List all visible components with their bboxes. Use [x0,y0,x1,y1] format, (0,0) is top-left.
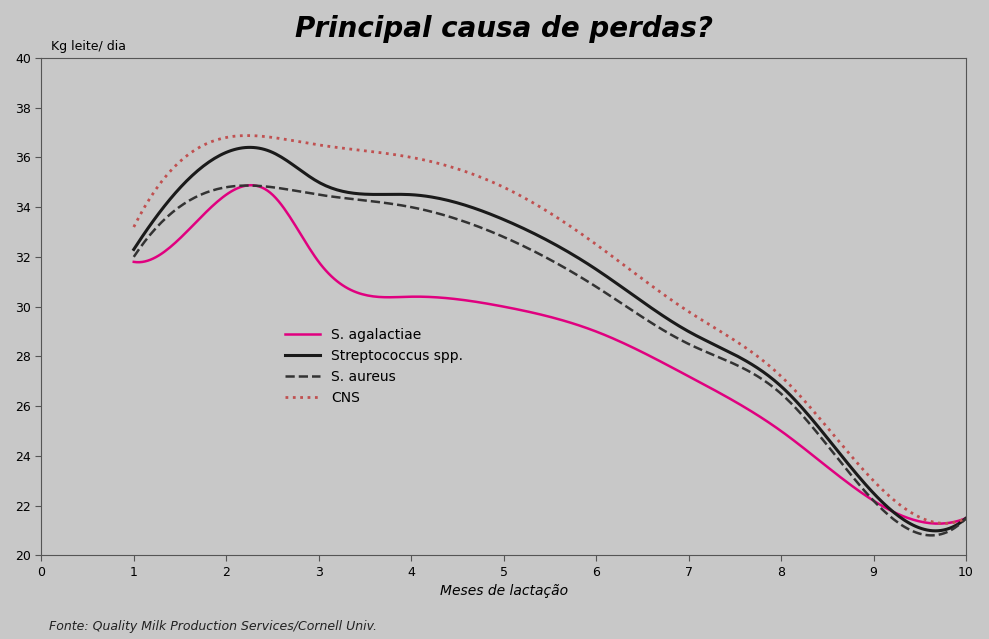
S. agalactiae [640,350,652,358]
S. aureus [242,181,254,189]
S. agalactiae [832,472,844,479]
CNS [242,132,254,139]
Line: CNS: CNS [134,135,966,523]
CNS [623,265,635,273]
S. aureus [927,532,939,539]
S. agalactiae [131,258,142,266]
Streptococcus spp. [640,300,652,308]
S. agalactiae [244,181,256,189]
Legend: S. agalactiae, Streptococcus spp., S. aureus, CNS: S. agalactiae, Streptococcus spp., S. au… [280,323,469,410]
Line: Streptococcus spp.: Streptococcus spp. [134,148,966,531]
S. aureus [960,514,972,522]
Text: Fonte: Quality Milk Production Services/Cornell Univ.: Fonte: Quality Milk Production Services/… [49,620,378,633]
Text: Kg leite/ dia: Kg leite/ dia [50,40,126,53]
Streptococcus spp. [626,291,638,298]
S. aureus [623,305,635,312]
S. agalactiae [626,343,638,351]
Streptococcus spp. [128,245,139,253]
S. aureus [128,253,139,261]
Streptococcus spp. [960,514,972,522]
S. aureus [640,316,652,323]
S. aureus [832,455,844,463]
CNS [960,514,972,522]
S. agalactiae [933,520,944,527]
CNS [938,520,949,527]
S. agalactiae [960,514,972,522]
Streptococcus spp. [244,144,256,151]
S. agalactiae [623,342,635,350]
S. aureus [626,307,638,314]
CNS [131,218,142,226]
Line: S. aureus: S. aureus [134,185,966,535]
S. agalactiae [885,507,897,514]
CNS [626,267,638,275]
Streptococcus spp. [930,527,942,535]
Title: Principal causa de perdas?: Principal causa de perdas? [295,15,713,43]
X-axis label: Meses de lactação: Meses de lactação [440,585,568,599]
Streptococcus spp. [623,289,635,296]
Streptococcus spp. [832,447,844,455]
S. aureus [131,249,142,257]
Streptococcus spp. [885,506,897,514]
CNS [885,494,897,502]
CNS [128,223,139,231]
S. agalactiae [128,258,139,266]
CNS [832,436,844,444]
Streptococcus spp. [131,242,142,249]
S. aureus [885,513,897,521]
CNS [640,278,652,286]
Line: S. agalactiae: S. agalactiae [134,185,966,523]
